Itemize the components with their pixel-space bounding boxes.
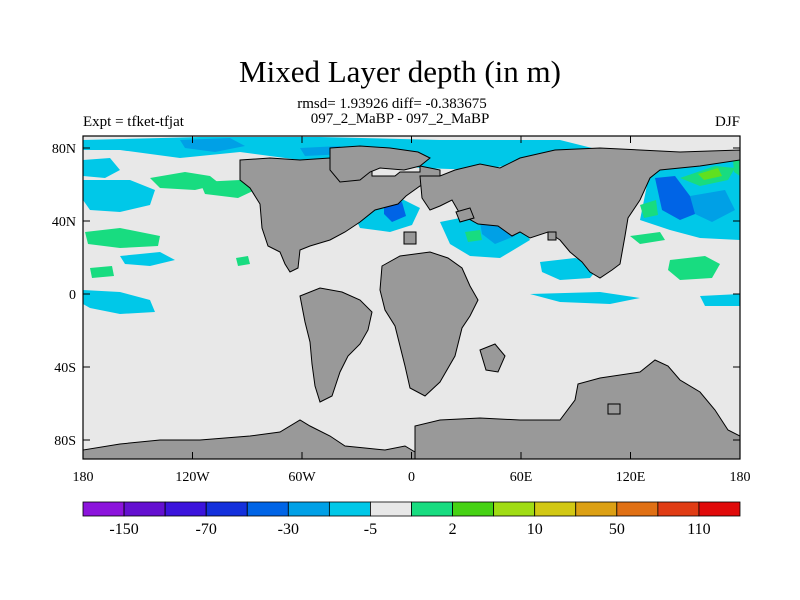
colorbar-swatch: [164, 501, 207, 517]
land-island-4: [455, 207, 475, 223]
patch-seasia-pos: [640, 200, 658, 218]
lon-tick-label: 60W: [288, 470, 316, 485]
colorbar-label: 10: [527, 521, 543, 538]
experiment-label: Expt = tfket-tfjat: [83, 114, 184, 130]
lon-tick-label: 0: [408, 470, 415, 485]
patch-eq-pac: [83, 290, 155, 314]
lat-tick-label: 0: [69, 288, 76, 303]
colorbar-swatch: [657, 501, 700, 517]
comparison-line: 097_2_MaBP - 097_2_MaBP: [310, 111, 490, 127]
colorbar-swatch: [328, 501, 371, 517]
colorbar-swatch: [534, 501, 577, 517]
patch-pac-pos-4: [90, 266, 114, 278]
longitude-axis: 180 120W 60W 0 60E 120E 180: [73, 470, 751, 485]
lon-tick-label: 120E: [616, 470, 646, 485]
colorbar-swatch: [82, 501, 125, 517]
patch-arctic-mid: [180, 138, 245, 152]
patch-npac-pos-2: [200, 180, 255, 198]
stats-block: rmsd= 1.93926 diff= -0.383675 097_2_MaBP…: [0, 97, 800, 127]
lat-tick-label: 40N: [52, 215, 76, 230]
patch-wpac-pos2: [698, 168, 722, 180]
patch-east-edge: [733, 158, 740, 176]
lon-tick-label: 180: [73, 470, 94, 485]
colorbar-swatch: [616, 501, 659, 517]
colorbar-swatch: [493, 501, 536, 517]
lat-tick-label: 80N: [52, 142, 76, 157]
colorbar-swatch: [246, 501, 289, 517]
colorbar-labels: -150 -70 -30 -5 2 10 50 110: [109, 521, 710, 538]
colorbar-label: -150: [109, 521, 138, 538]
land-island-5: [607, 403, 621, 415]
colorbar-label: 110: [687, 521, 710, 538]
patch-med-pos: [465, 230, 482, 242]
lon-tick-label: 60E: [510, 470, 533, 485]
land-masses: [82, 145, 741, 460]
colorbar-swatch: [205, 501, 248, 517]
latitude-ticks: [83, 147, 740, 441]
patch-wpac-deep: [655, 176, 700, 220]
patch-natl-deep: [384, 202, 406, 222]
colorbar-label: -70: [196, 521, 217, 538]
colorbar-swatch: [698, 501, 741, 517]
rmsd-diff-line: rmsd= 1.93926 diff= -0.383675: [297, 96, 487, 112]
colorbar-label: -30: [278, 521, 299, 538]
colorbar-label: -5: [364, 521, 377, 538]
land-greenland: [329, 145, 431, 183]
patch-eq-pac-2: [120, 252, 175, 266]
patch-small-1: [236, 256, 250, 266]
colorbar-swatch: [370, 501, 412, 517]
land-south-america: [299, 287, 373, 403]
land-island-1: [479, 343, 506, 373]
land-africa: [379, 251, 479, 397]
patch-pac-pos-east: [668, 256, 720, 280]
lat-tick-label: 80S: [54, 434, 76, 449]
lon-tick-label: 180: [730, 470, 751, 485]
lat-tick-label: 40S: [54, 361, 76, 376]
colorbar: [82, 501, 741, 517]
colorbar-swatch: [575, 501, 618, 517]
patch-eq-east: [700, 294, 740, 306]
colorbar-swatch: [411, 501, 453, 517]
land-island-3: [547, 231, 557, 241]
land-eurasia: [419, 147, 741, 279]
longitude-ticks: [82, 136, 741, 459]
patch-pac-pos-east-2: [630, 232, 665, 244]
colorbar-label: 2: [449, 521, 457, 538]
patch-pac-pos-3: [85, 228, 160, 248]
season-label: DJF: [714, 114, 740, 130]
patch-wpac-mid: [690, 190, 735, 222]
colorbar-swatch: [452, 501, 495, 517]
latitude-axis: 80N 40N 0 40S 80S: [52, 142, 76, 449]
patch-npac-west-2: [83, 180, 155, 212]
land-antarctica-west: [82, 419, 416, 460]
colorbar-swatch: [287, 501, 330, 517]
lon-tick-label: 120W: [175, 470, 210, 485]
colorbar-label: 50: [609, 521, 625, 538]
colorbar-swatch: [123, 501, 166, 517]
patch-npac-west: [83, 158, 120, 178]
land-island-2: [403, 231, 417, 245]
patch-indian: [530, 292, 640, 304]
chart-title: Mixed Layer depth (in m): [239, 54, 561, 89]
